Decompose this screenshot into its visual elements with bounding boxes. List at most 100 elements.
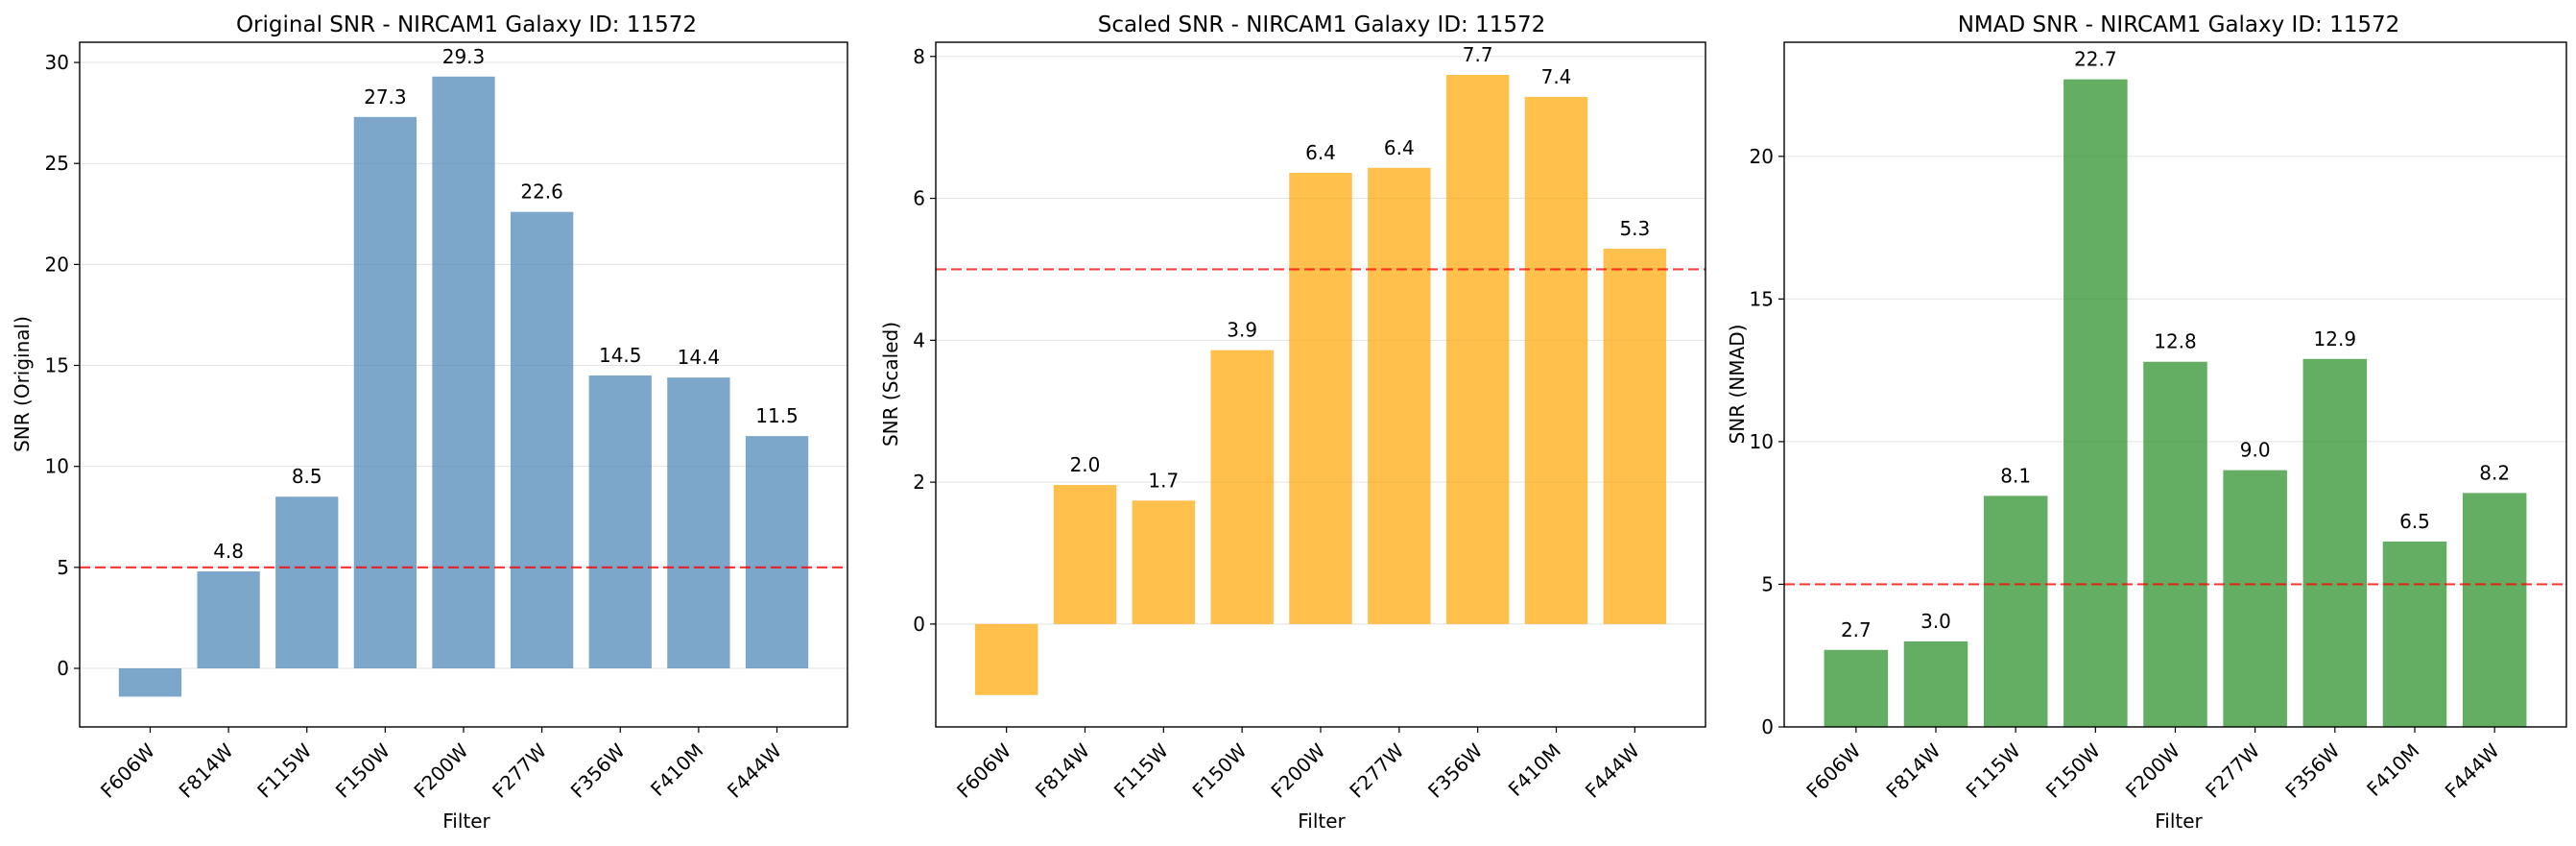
x-tick-label: F606W	[96, 738, 159, 802]
data-label: 6.4	[1384, 136, 1415, 159]
y-tick-label: 2	[913, 471, 925, 494]
data-label: 12.8	[2154, 330, 2197, 353]
bar-F444W	[2462, 493, 2527, 727]
bar-F444W	[745, 436, 809, 669]
x-tick-label: F444W	[723, 738, 786, 802]
y-tick-label: 4	[913, 328, 925, 351]
y-axis-label: SNR (Scaled)	[879, 322, 902, 447]
bar-F277W	[2223, 470, 2287, 727]
y-tick-label: 25	[45, 152, 69, 175]
x-tick-label: F410M	[646, 739, 707, 801]
bar-F356W	[588, 375, 652, 669]
data-label: 22.6	[520, 181, 563, 204]
bar-F150W	[1210, 350, 1274, 624]
y-tick-label: 20	[45, 253, 69, 276]
data-label: 8.1	[2000, 464, 2031, 487]
x-tick-label: F277W	[488, 738, 551, 802]
bar-F200W	[1289, 172, 1352, 624]
x-tick-label: F606W	[952, 738, 1015, 802]
x-tick-label: F444W	[2441, 738, 2504, 802]
x-tick-label: F150W	[1188, 738, 1252, 802]
bar-F814W	[1903, 641, 1968, 727]
x-axis-label: Filter	[442, 810, 490, 833]
panel-title: Scaled SNR - NIRCAM1 Galaxy ID: 11572	[1098, 12, 1546, 37]
y-tick-label: 0	[57, 657, 69, 680]
bar-F356W	[1445, 74, 1510, 624]
y-axis-label: SNR (NMAD)	[1726, 325, 1749, 445]
bar-F115W	[275, 496, 339, 669]
x-tick-label: F410M	[2362, 739, 2423, 801]
data-label: 11.5	[755, 404, 799, 427]
x-axis-label: Filter	[2155, 810, 2203, 833]
x-tick-label: F814W	[1881, 738, 1944, 802]
x-tick-label: F115W	[252, 738, 316, 802]
y-tick-label: 5	[57, 556, 69, 579]
x-tick-label: F410M	[1504, 739, 1565, 801]
bar-F410M	[667, 377, 730, 669]
data-label: 2.0	[1070, 453, 1101, 476]
y-tick-label: 20	[1750, 145, 1774, 168]
y-tick-label: 15	[1750, 287, 1774, 310]
y-tick-label: 15	[45, 354, 69, 377]
bar-F200W	[432, 76, 495, 669]
x-tick-label: F200W	[409, 738, 472, 802]
data-label: 6.4	[1305, 141, 1336, 164]
bar-F444W	[1603, 249, 1667, 624]
bar-F814W	[197, 571, 260, 669]
x-tick-label: F444W	[1581, 738, 1644, 802]
panel-title: Original SNR - NIRCAM1 Galaxy ID: 11572	[236, 12, 697, 37]
data-label: 14.4	[678, 346, 721, 369]
bar-F410M	[2382, 541, 2447, 727]
data-label: 8.2	[2479, 461, 2510, 484]
plot-frame	[935, 41, 1706, 728]
data-label: 3.0	[1920, 610, 1951, 633]
data-label: 29.3	[442, 45, 486, 68]
y-tick-label: 0	[1761, 715, 1774, 738]
bar-F356W	[2302, 358, 2368, 727]
y-tick-label: 5	[1761, 572, 1774, 595]
original-snr-panel: Original SNR - NIRCAM1 Galaxy ID: 11572 …	[11, 12, 848, 833]
bar-F606W	[974, 623, 1038, 695]
bar-F606W	[1824, 649, 1889, 727]
data-label: 8.5	[292, 465, 322, 488]
x-tick-label: F200W	[1266, 738, 1329, 802]
x-tick-label: F814W	[175, 738, 238, 802]
x-axis-label: Filter	[1298, 810, 1346, 833]
data-label: 7.7	[1463, 43, 1493, 66]
data-label: 22.7	[2074, 48, 2117, 71]
bar-F115W	[1132, 500, 1196, 624]
bar-F115W	[1983, 496, 2048, 727]
x-tick-label: F200W	[2121, 738, 2184, 802]
x-tick-label: F356W	[2280, 738, 2344, 802]
y-tick-label: 30	[45, 51, 69, 74]
data-label: 6.5	[2399, 510, 2430, 533]
bar-F410M	[1524, 96, 1588, 624]
x-tick-label: F150W	[331, 738, 394, 802]
bar-F277W	[510, 211, 574, 669]
x-tick-label: F606W	[1801, 738, 1865, 802]
data-label: 12.9	[2314, 327, 2357, 350]
y-tick-label: 8	[913, 45, 925, 68]
y-axis-label: SNR (Original)	[11, 316, 34, 452]
y-tick-label: 10	[45, 455, 69, 478]
bar-F814W	[1053, 485, 1117, 624]
data-label: 5.3	[1619, 217, 1650, 240]
plot-frame	[79, 41, 848, 728]
data-label: 2.7	[1841, 618, 1872, 641]
data-label: 1.7	[1148, 469, 1179, 492]
data-label: 14.5	[599, 344, 642, 367]
x-tick-label: F115W	[1109, 738, 1173, 802]
x-tick-label: F277W	[1345, 738, 1408, 802]
x-tick-label: F814W	[1031, 738, 1094, 802]
x-tick-label: F356W	[1423, 738, 1487, 802]
x-tick-label: F356W	[566, 738, 630, 802]
y-tick-label: 10	[1750, 430, 1774, 453]
bar-F200W	[2143, 361, 2207, 727]
nmad-snr-panel: NMAD SNR - NIRCAM1 Galaxy ID: 11572 Filt…	[1726, 12, 2567, 833]
bar-F606W	[118, 668, 182, 697]
panel-title: NMAD SNR - NIRCAM1 Galaxy ID: 11572	[1958, 12, 2400, 37]
data-label: 3.9	[1227, 319, 1257, 342]
y-tick-label: 6	[913, 187, 925, 210]
y-tick-label: 0	[913, 613, 925, 636]
data-label: 27.3	[364, 85, 407, 109]
